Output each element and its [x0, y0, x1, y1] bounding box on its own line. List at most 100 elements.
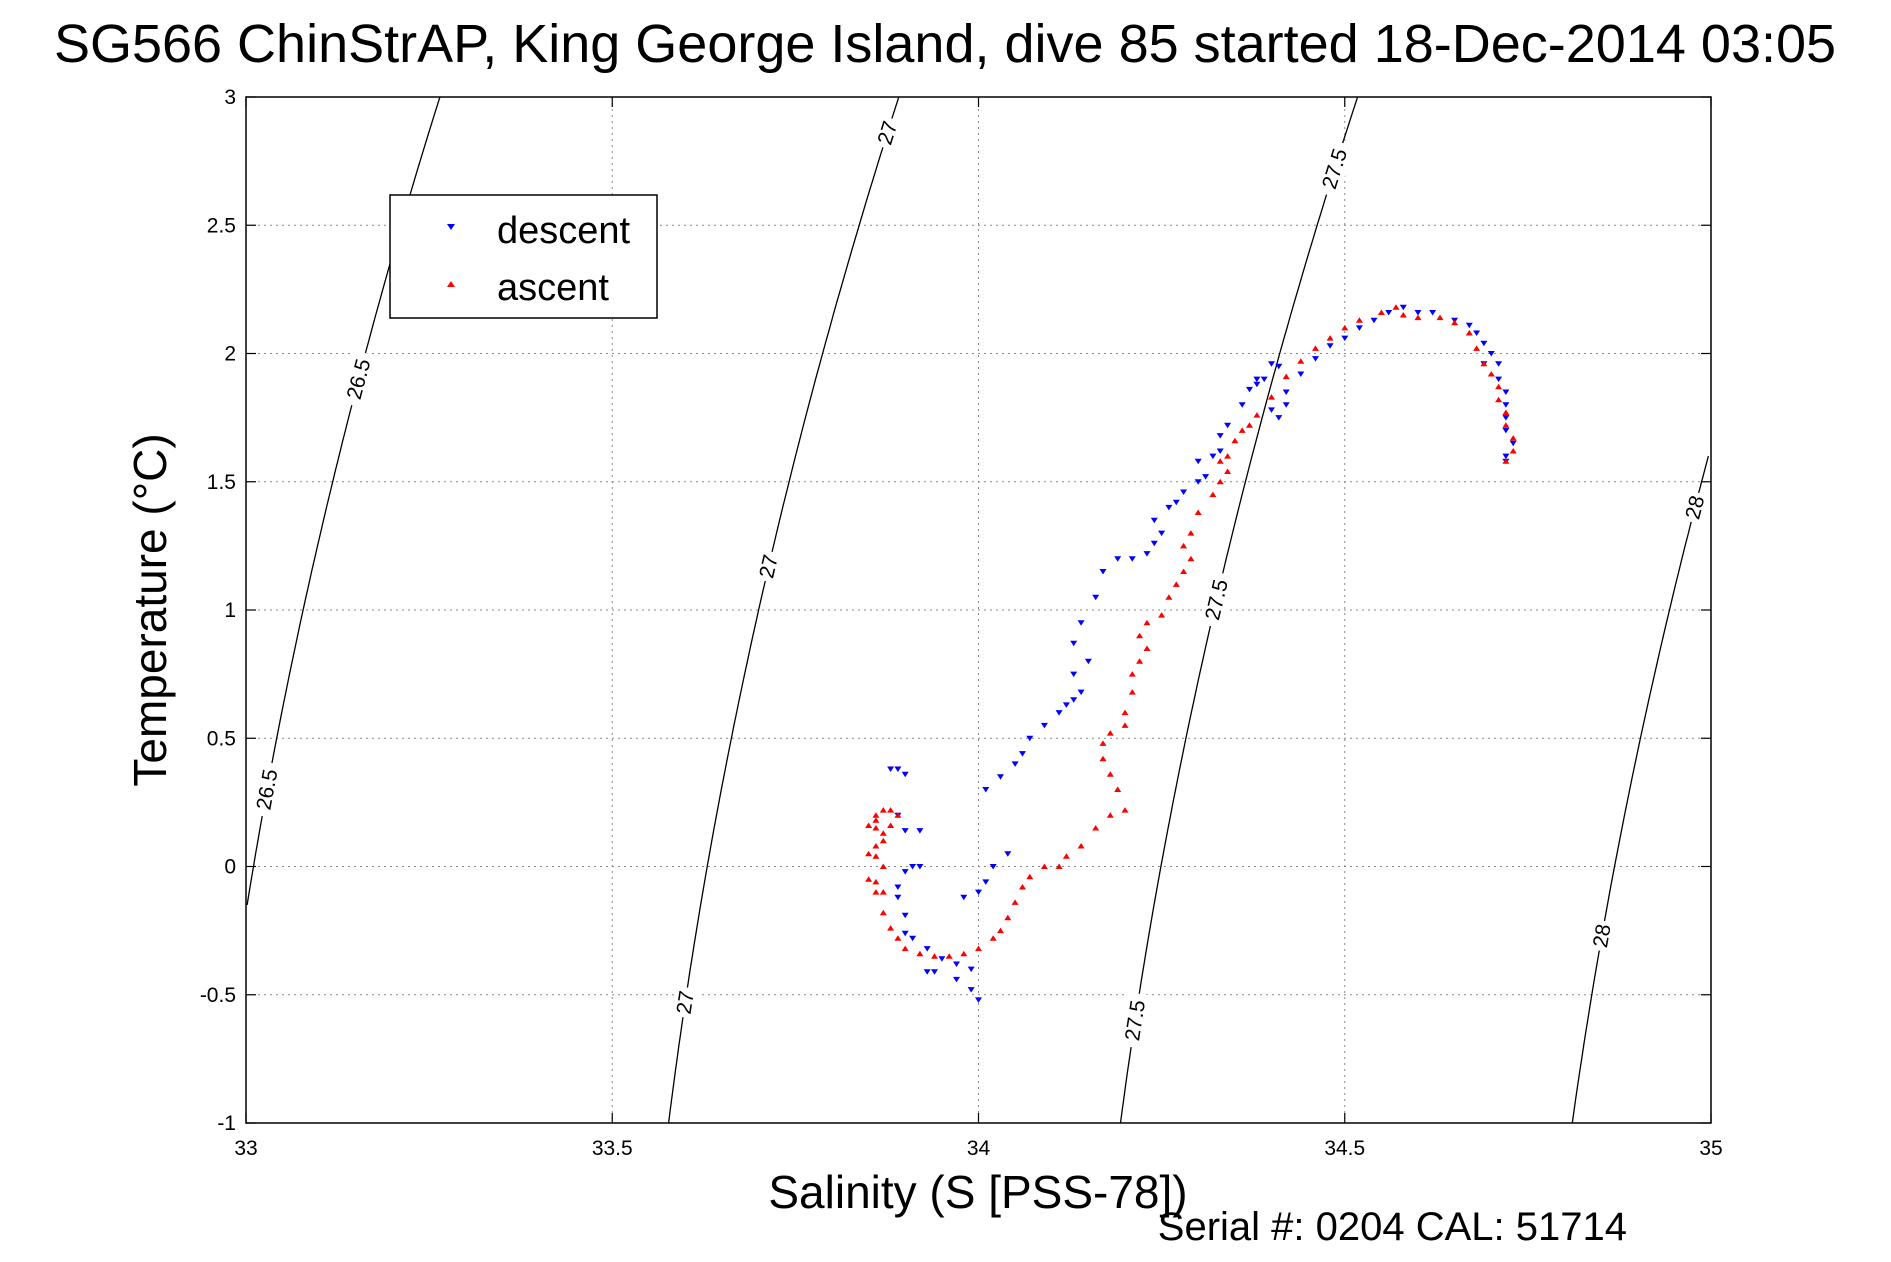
descent-point	[1224, 422, 1232, 429]
descent-point	[1055, 710, 1063, 716]
grid-lines	[246, 97, 1711, 1123]
y-tick-label: -1	[217, 1112, 236, 1135]
descent-point	[1502, 453, 1510, 460]
descent-point	[1268, 361, 1275, 367]
descent-point	[1502, 389, 1510, 395]
ascent-point	[879, 863, 887, 869]
contour-label-group: 26.5	[340, 349, 378, 409]
descent-point	[894, 884, 902, 890]
descent-point	[901, 912, 909, 919]
ascent-point	[1224, 453, 1232, 459]
descent-point	[894, 894, 902, 901]
ascent-point	[945, 953, 953, 959]
descent-point	[923, 946, 931, 952]
descent-point	[1070, 697, 1078, 703]
ascent-point	[975, 945, 982, 952]
x-tick-label: 35	[1699, 1137, 1722, 1160]
descent-point	[1312, 356, 1319, 362]
ascent-point	[960, 950, 968, 957]
descent-point	[1465, 322, 1473, 329]
ascent-point	[887, 807, 895, 813]
ascent-point	[1216, 478, 1224, 485]
descent-point	[1495, 376, 1503, 383]
ascent-point	[1473, 345, 1481, 351]
ascent-point	[1246, 422, 1253, 428]
density-contours: 26.5 26.5 27 27 27 27.5 27.5 27.5 28 28	[246, 96, 1711, 1124]
descent-point	[1268, 407, 1275, 413]
descent-point	[916, 864, 924, 870]
ascent-point	[1187, 555, 1195, 562]
descent-point	[1502, 415, 1510, 421]
y-tick-label: 2	[224, 343, 236, 366]
ascent-point	[1121, 709, 1129, 716]
ascent-point	[1011, 899, 1019, 905]
contour-label: 27.5	[1121, 999, 1150, 1043]
ascent-point	[894, 812, 902, 818]
descent-point	[923, 969, 931, 975]
contour-label-bg	[1119, 991, 1152, 1049]
ascent-point	[1465, 330, 1473, 336]
descent-point	[894, 766, 902, 772]
ascent-point	[1253, 412, 1261, 418]
ascent-point	[1062, 853, 1070, 859]
ascent-point	[872, 853, 880, 859]
descent-point	[982, 787, 990, 793]
ascent-point	[1341, 324, 1349, 331]
ascent-point	[1092, 825, 1100, 831]
contour-label: 26.5	[252, 767, 282, 811]
descent-point	[1385, 310, 1393, 316]
contour-label-group: 27.5	[1119, 991, 1152, 1049]
ascent-point	[887, 822, 895, 828]
ascent-point	[1268, 394, 1275, 400]
ascent-point	[1312, 345, 1319, 351]
descent-point	[1253, 381, 1261, 388]
axis-ticks: 33 33.5 34 34.5 35 -1 -0.5 0 0.5 1 1.5 2 2.5 3	[200, 86, 1723, 1160]
descent-point	[1495, 361, 1503, 367]
ascent-point	[1502, 422, 1510, 428]
ascent-point	[931, 953, 938, 959]
chart-title: SG566 ChinStrAP, King George Island, div…	[54, 14, 1836, 74]
descent-point	[1275, 363, 1283, 370]
descent-point	[1172, 499, 1180, 506]
descent-point	[1297, 371, 1305, 377]
ascent-point	[872, 825, 880, 831]
isopycnal-line	[667, 96, 900, 1124]
ascent-point	[865, 876, 873, 882]
descent-point	[1473, 330, 1481, 336]
contour-label-bg	[1587, 918, 1617, 953]
ascent-point	[1026, 873, 1034, 880]
descent-point	[1502, 402, 1510, 408]
ascent-point	[1106, 730, 1114, 736]
ascent-point	[1165, 594, 1173, 600]
legend: descent ascent	[389, 194, 658, 319]
descent-point	[997, 774, 1004, 780]
ascent-point	[879, 909, 887, 916]
ascent-point	[1136, 632, 1144, 639]
contour-label-bg	[1198, 570, 1235, 629]
descent-point	[1128, 556, 1136, 562]
descent-point	[1253, 376, 1261, 383]
descent-point	[1202, 474, 1210, 480]
descent-point	[1150, 517, 1158, 524]
ascent-point	[1019, 884, 1026, 890]
ascent-point	[1451, 319, 1459, 326]
descent-point	[1114, 556, 1122, 562]
descent-point	[931, 969, 938, 975]
ascent-point	[1495, 396, 1503, 403]
y-tick-label: 3	[224, 86, 236, 109]
ascent-point	[1502, 409, 1510, 415]
ascent-point	[1377, 309, 1385, 315]
ascent-point	[1077, 843, 1085, 849]
ascent-point	[1143, 645, 1151, 651]
descent-point	[1150, 540, 1158, 547]
ascent-point	[1326, 335, 1334, 341]
ascent-point	[1121, 807, 1129, 813]
ascent-point	[879, 837, 887, 844]
isopycnal-line	[1571, 455, 1710, 1124]
serial-cal-footer: Serial #: 0204 CAL: 51714	[1158, 1205, 1627, 1249]
ascent-point	[872, 817, 880, 823]
descent-point	[909, 935, 917, 942]
ascent-point	[1194, 509, 1202, 515]
y-tick-label: 0	[224, 856, 236, 879]
